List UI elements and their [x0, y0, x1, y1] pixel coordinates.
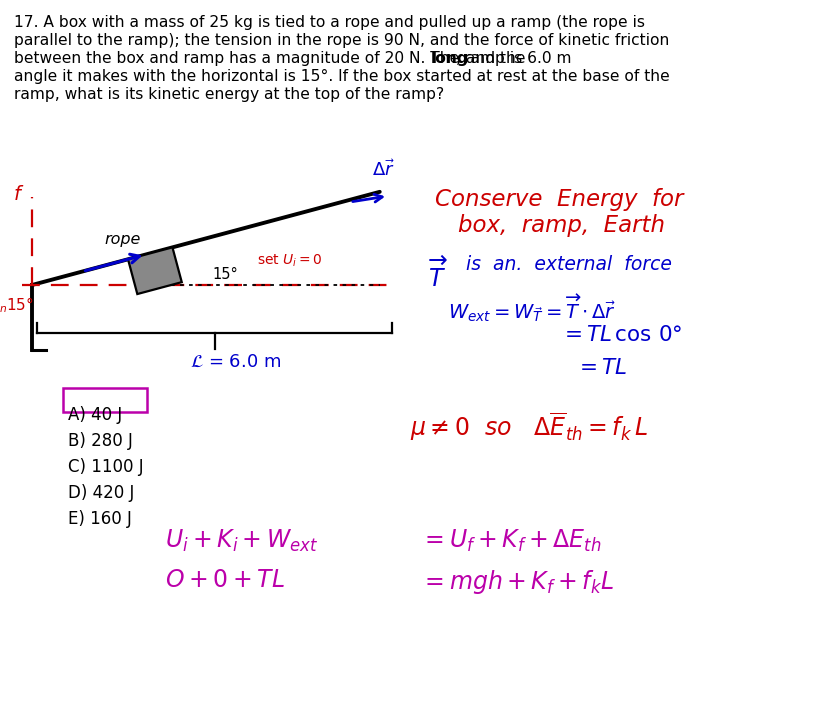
Text: box,  ramp,  Earth: box, ramp, Earth: [458, 214, 665, 237]
Text: 17. A box with a mass of 25 kg is tied to a rope and pulled up a ramp (the rope : 17. A box with a mass of 25 kg is tied t…: [14, 15, 645, 30]
Text: $\mu \neq 0$  so   $\Delta \overline{E}_{th} = f_k\,L$: $\mu \neq 0$ so $\Delta \overline{E}_{th…: [410, 410, 648, 443]
Text: $W_{ext} = W_{\vec{T}} = \overrightarrow{T} \cdot \Delta\vec{r}$: $W_{ext} = W_{\vec{T}} = \overrightarrow…: [448, 292, 616, 324]
Text: $O + 0 + TL$: $O + 0 + TL$: [165, 568, 284, 592]
Text: , and the: , and the: [456, 51, 525, 66]
Text: $U_i + K_i + W_{ext}$: $U_i + K_i + W_{ext}$: [165, 528, 319, 554]
Text: A) 40 J: A) 40 J: [68, 406, 122, 424]
Text: is  an.  external  force: is an. external force: [460, 255, 672, 274]
Text: long: long: [431, 51, 469, 66]
Text: $L_{sin}15°$: $L_{sin}15°$: [0, 295, 34, 315]
Text: $= mgh + K_f + f_k L$: $= mgh + K_f + f_k L$: [420, 568, 615, 596]
Text: E) 160 J: E) 160 J: [68, 510, 132, 528]
Text: rope: rope: [104, 232, 141, 247]
Text: $= TL$: $= TL$: [575, 358, 628, 378]
Text: ramp, what is its kinetic energy at the top of the ramp?: ramp, what is its kinetic energy at the …: [14, 87, 444, 102]
Text: B) 280 J: B) 280 J: [68, 432, 133, 450]
Text: D) 420 J: D) 420 J: [68, 484, 134, 502]
Text: parallel to the ramp); the tension in the rope is 90 N, and the force of kinetic: parallel to the ramp); the tension in th…: [14, 33, 669, 48]
Text: 15°: 15°: [212, 267, 238, 282]
Text: Conserve  Energy  for: Conserve Energy for: [435, 188, 683, 211]
Text: set $U_i=0$: set $U_i=0$: [257, 253, 323, 269]
Text: C) 1100 J: C) 1100 J: [68, 458, 143, 476]
Text: angle it makes with the horizontal is 15°. If the box started at rest at the bas: angle it makes with the horizontal is 15…: [14, 69, 670, 84]
Polygon shape: [128, 247, 182, 294]
Text: $= U_f + K_f + \Delta E_{th}$: $= U_f + K_f + \Delta E_{th}$: [420, 528, 601, 554]
Text: $\Delta\vec{r}$: $\Delta\vec{r}$: [372, 159, 395, 180]
Text: $\overrightarrow{T}$: $\overrightarrow{T}$: [428, 257, 448, 292]
Text: f: f: [14, 185, 21, 204]
Text: $= TL\,\cos\,0°$: $= TL\,\cos\,0°$: [560, 325, 682, 345]
Text: $\mathcal{L}$ = 6.0 m: $\mathcal{L}$ = 6.0 m: [190, 353, 281, 371]
Text: between the box and ramp has a magnitude of 20 N. The ramp is 6.0 m: between the box and ramp has a magnitude…: [14, 51, 571, 66]
